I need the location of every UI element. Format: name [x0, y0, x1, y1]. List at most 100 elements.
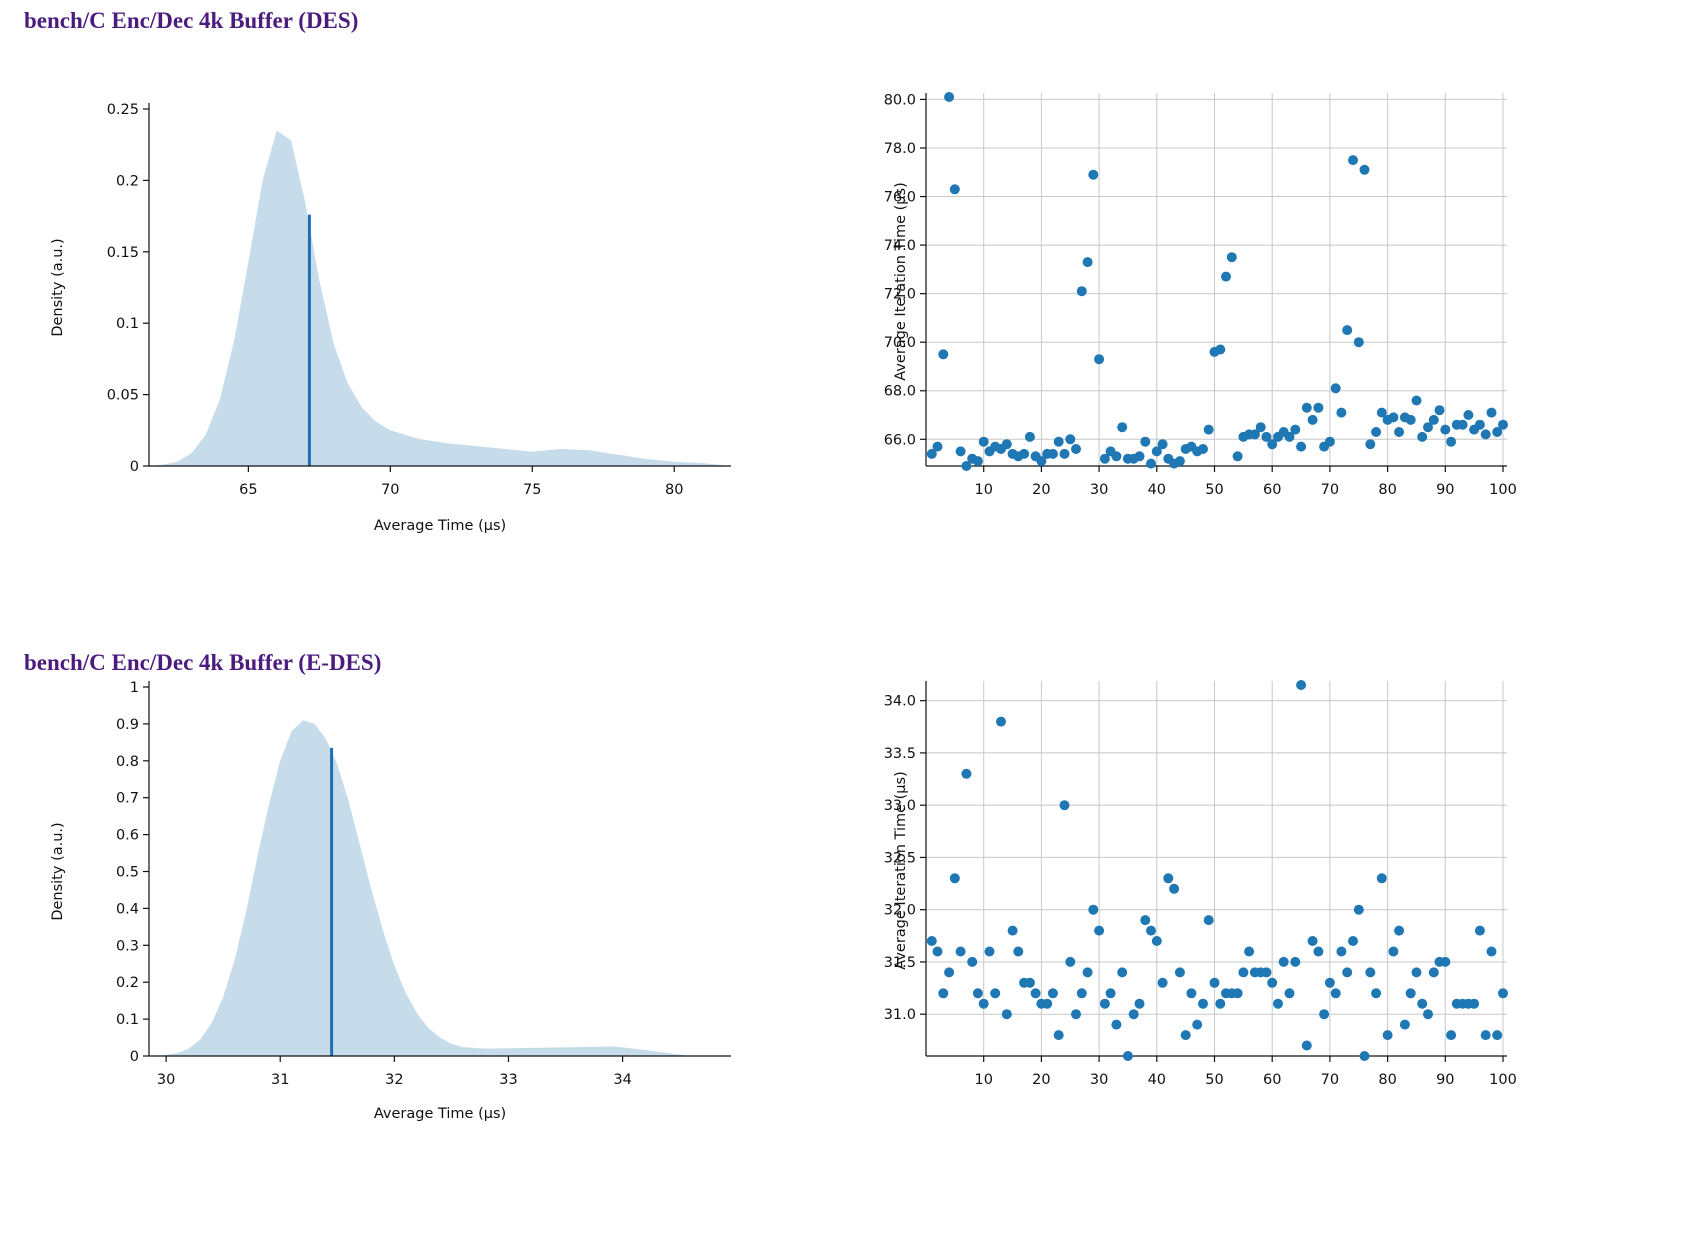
scatter-point [961, 461, 972, 471]
scatter-point [1180, 1030, 1191, 1041]
scatter-point [1371, 988, 1382, 999]
scatter-point [955, 446, 966, 457]
scatter-point [1071, 1009, 1081, 1020]
x-tick-label: 70 [1321, 1072, 1339, 1088]
scatter-point [1376, 873, 1387, 884]
scatter-point [1296, 680, 1307, 690]
scatter-point [1498, 988, 1508, 999]
scatter-point [1076, 988, 1087, 999]
x-tick-label: 20 [1032, 482, 1050, 498]
scatter-point [1209, 977, 1220, 988]
scatter-point [1394, 427, 1405, 437]
scatter-point [1440, 956, 1451, 967]
y-tick-label: 0.3 [116, 938, 139, 954]
y-tick-label: 33.5 [884, 746, 916, 762]
scatter-point [1169, 883, 1180, 894]
scatter-point [926, 936, 937, 946]
y-tick-label: 0.05 [107, 388, 139, 404]
scatter-point [1359, 164, 1370, 175]
scatter-point [1423, 422, 1433, 433]
scatter-point [1082, 967, 1093, 978]
x-tick-label: 75 [523, 482, 541, 498]
x-tick-label: 50 [1205, 1072, 1223, 1088]
scatter-point [1492, 1030, 1503, 1041]
scatter-point [1024, 431, 1035, 442]
scatter-point [1099, 998, 1110, 1009]
scatter-point [1284, 988, 1295, 999]
scatter-point [1417, 998, 1428, 1009]
scatter-chart-des: 66.0 68.0 70.0 72.0 74.0 76.0 78.0 80.0 10 20 30 40… [884, 92, 1517, 498]
scatter-point [1371, 427, 1382, 437]
scatter-point [1117, 422, 1128, 433]
scatter-point [1301, 1040, 1312, 1051]
scatter-point [1330, 383, 1341, 394]
x-tick-label: 80 [1378, 482, 1396, 498]
y-tick-label: 80.0 [884, 92, 916, 108]
scatter-point [1411, 395, 1422, 406]
scatter-point [938, 988, 949, 999]
scatter-point [1365, 439, 1376, 450]
scatter-point [1307, 936, 1318, 946]
y-tick-label: 66.0 [884, 432, 916, 448]
scatter-point [1440, 424, 1451, 435]
scatter-point [1094, 925, 1105, 936]
scatter-point [1411, 967, 1422, 978]
scatter-point [938, 349, 949, 360]
y-tick-label: 72.0 [884, 287, 916, 303]
scatter-point [1359, 1051, 1370, 1061]
scatter-point [1134, 998, 1145, 1009]
scatter-point [1065, 434, 1076, 445]
scatter-point [1215, 998, 1226, 1009]
scatter-point [1307, 414, 1318, 425]
scatter-point [1348, 936, 1358, 946]
scatter-point [996, 716, 1006, 727]
scatter-point [949, 873, 960, 884]
scatter-point [1146, 925, 1156, 936]
scatter-point [1047, 448, 1058, 459]
y-tick-label: 0.1 [116, 1012, 139, 1028]
scatter-point [1146, 458, 1156, 469]
scatter-point [944, 967, 955, 978]
scatter-point [1232, 988, 1243, 999]
y-tick-label: 70.0 [884, 335, 916, 351]
scatter-point [1157, 977, 1168, 988]
scatter-point [1151, 446, 1162, 457]
y-axis-label: Density (a.u.) [50, 238, 66, 336]
x-tick-label: 30 [1090, 1072, 1108, 1088]
scatter-point [1394, 925, 1405, 936]
scatter-point [1399, 1019, 1410, 1030]
scatter-point [1480, 429, 1491, 440]
scatter-point [1024, 977, 1035, 988]
x-tick-label: 100 [1489, 482, 1517, 498]
scatter-point [1423, 1009, 1433, 1020]
scatter-point [1324, 977, 1335, 988]
scatter-point [972, 988, 983, 999]
scatter-point [1376, 407, 1387, 418]
scatter-point [967, 956, 978, 967]
x-tick-label: 50 [1205, 482, 1223, 498]
x-tick-label: 33 [499, 1072, 517, 1088]
y-axis-label: Average Iteration Time (μs) [893, 182, 909, 380]
y-tick-label: 32.0 [884, 903, 916, 919]
scatter-point [1030, 988, 1041, 999]
scatter-point [1336, 946, 1347, 957]
scatter-point [1474, 419, 1485, 430]
scatter-point [1249, 429, 1260, 440]
scatter-point [1094, 354, 1105, 365]
scatter-point [1047, 988, 1058, 999]
y-tick-label: 34.0 [884, 694, 916, 710]
scatter-point [1198, 998, 1208, 1009]
scatter-point [1140, 915, 1151, 926]
scatter-point [1001, 439, 1012, 450]
scatter-point [1076, 286, 1087, 297]
x-tick-label: 90 [1436, 482, 1454, 498]
x-tick-label: 10 [974, 482, 992, 498]
scatter-point [1117, 967, 1128, 978]
scatter-point [1261, 967, 1272, 978]
scatter-point [1215, 344, 1226, 355]
scatter-point [1284, 431, 1295, 442]
scatter-point [1203, 424, 1214, 435]
y-tick-label: 0 [130, 1049, 139, 1065]
scatter-point [1313, 402, 1324, 413]
x-tick-label: 90 [1436, 1072, 1454, 1088]
